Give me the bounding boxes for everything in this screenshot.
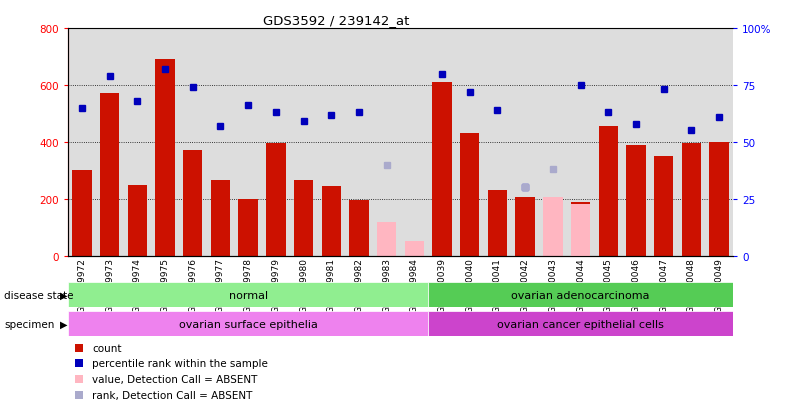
Bar <box>682 144 701 256</box>
Bar <box>100 94 119 256</box>
Bar <box>488 191 507 256</box>
Bar <box>183 151 203 256</box>
Bar <box>705 29 733 256</box>
Bar <box>654 157 674 256</box>
Bar <box>456 29 484 256</box>
Bar <box>266 144 285 256</box>
Bar <box>262 29 290 256</box>
Bar <box>460 134 480 256</box>
Bar <box>484 29 511 256</box>
Bar <box>511 29 539 256</box>
Text: normal: normal <box>228 290 268 300</box>
Bar <box>400 29 429 256</box>
Bar <box>571 205 590 256</box>
Text: ovarian adenocarcinoma: ovarian adenocarcinoma <box>511 290 650 300</box>
Bar <box>294 181 313 256</box>
Bar <box>678 29 705 256</box>
Bar <box>594 29 622 256</box>
Bar <box>151 29 179 256</box>
Text: ▶: ▶ <box>60 319 67 329</box>
Bar <box>123 29 151 256</box>
Bar <box>349 201 368 256</box>
Bar <box>429 311 733 337</box>
Bar <box>68 311 429 337</box>
Bar <box>571 202 590 256</box>
Bar <box>429 282 733 308</box>
Text: ovarian surface epithelia: ovarian surface epithelia <box>179 319 317 329</box>
Bar <box>72 171 91 256</box>
Bar <box>377 222 396 256</box>
Bar <box>235 29 262 256</box>
Text: value, Detection Call = ABSENT: value, Detection Call = ABSENT <box>92 374 257 384</box>
Bar <box>433 83 452 256</box>
Bar <box>710 142 729 256</box>
Text: percentile rank within the sample: percentile rank within the sample <box>92 358 268 368</box>
Bar <box>429 29 456 256</box>
Bar <box>543 198 562 256</box>
Bar <box>650 29 678 256</box>
Bar <box>127 185 147 256</box>
Bar <box>372 29 400 256</box>
Bar <box>405 242 424 256</box>
Bar <box>598 127 618 256</box>
Text: GDS3592 / 239142_at: GDS3592 / 239142_at <box>264 14 409 27</box>
Text: disease state: disease state <box>4 290 74 300</box>
Bar <box>211 181 230 256</box>
Bar <box>68 282 429 308</box>
Bar <box>179 29 207 256</box>
Bar <box>155 60 175 256</box>
Bar <box>539 29 567 256</box>
Text: ▶: ▶ <box>60 290 67 300</box>
Bar <box>317 29 345 256</box>
Text: ovarian cancer epithelial cells: ovarian cancer epithelial cells <box>497 319 664 329</box>
Bar <box>345 29 372 256</box>
Bar <box>626 145 646 256</box>
Bar <box>321 187 341 256</box>
Text: rank, Detection Call = ABSENT: rank, Detection Call = ABSENT <box>92 390 252 400</box>
Bar <box>68 29 96 256</box>
Bar <box>567 29 594 256</box>
Bar <box>290 29 317 256</box>
Text: specimen: specimen <box>4 319 54 329</box>
Bar <box>239 199 258 256</box>
Bar <box>622 29 650 256</box>
Bar <box>96 29 123 256</box>
Bar <box>516 198 535 256</box>
Text: count: count <box>92 343 122 353</box>
Bar <box>207 29 235 256</box>
